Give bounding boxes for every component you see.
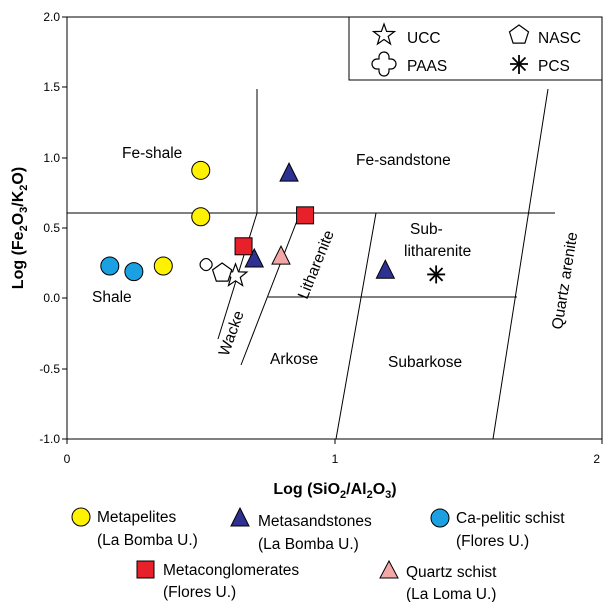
ucc-legend-label: UCC [407,30,441,47]
metaconglomerates-legend-label: Metaconglomerates [163,562,299,579]
series-legend: Metapelites (La Bomba U.) Metasandstones… [71,506,565,602]
plot-area [66,16,603,440]
legend-quartz-schist: Quartz schist (La Loma U.) [379,559,497,602]
region-sub: Sub- [410,221,443,238]
metaconglomerates-legend-square-icon [136,560,155,579]
metasandstones-legend-triangle-icon [230,506,250,527]
metapelites-legend-label: Metapelites [97,509,177,526]
x-axis-title: Log (SiO2/Al2O3) [273,481,396,501]
y-axis-title: Log (Fe2O3/K2O) [10,167,30,289]
ca-pelitic-schist-legend-label: Ca-pelitic schist [456,510,565,527]
nasc-point-pentagon-icon [211,262,233,282]
ca-pelitic-schist-point [124,262,144,282]
legend-metapelites: Metapelites (La Bomba U.) [71,507,198,549]
pcs-legend-asterisk-icon [510,55,528,74]
pcs-point-asterisk-icon [427,265,446,284]
region-fe-sandstone: Fe-sandstone [356,152,451,169]
y-tick-label: -1.0 [39,432,60,446]
paas-point-cross-icon [199,258,213,272]
metasandstones-legend-unit: (La Bomba U.) [258,536,359,553]
x-tick-labels: 0 1 2 [64,452,601,466]
legend-metasandstones: Metasandstones (La Bomba U.) [230,506,372,553]
y-tick-label: 0.0 [43,291,60,305]
legend-metaconglomerates: Metaconglomerates (Flores U.) [136,560,299,601]
nasc-legend-label: NASC [538,30,581,47]
reference-legend: UCC NASC PAAS PCS [348,16,603,81]
nasc-legend-pentagon-icon [508,24,530,44]
quartz-schist-legend-label: Quartz schist [406,564,497,581]
quartz-schist-legend-unit: (La Loma U.) [406,586,496,602]
metapelites-point [153,256,173,276]
x-axis-label: Log (SiO2/Al2O3) [273,481,396,501]
y-tick-labels: 2.0 1.5 1.0 0.5 0.0 -0.5 -1.0 [39,10,60,446]
metapelites-point [191,207,211,227]
metasandstones-point [279,162,299,182]
ca-pelitic-schist-point [100,256,120,276]
boundary-litharenite-arkose [240,212,301,366]
x-tick-label: 1 [332,452,339,466]
y-axis-label: Log (Fe2O3/K2O) [10,167,30,289]
metasandstones-point [244,247,265,268]
asterisk-stroke [429,267,444,282]
region-subarkose: Subarkose [388,354,462,371]
pcs-legend-label: PCS [538,58,570,75]
ca-pelitic-schist-legend-unit: (Flores U.) [456,533,529,550]
y-tick-label: -0.5 [39,362,60,376]
region-sublitharenite: litharenite [404,243,471,260]
quartz-schist-legend-triangle-icon [379,559,399,579]
boundary-quartz-arenite [492,88,549,440]
classification-boundaries [67,88,555,440]
metapelites-point [191,160,211,180]
metaconglomerates-point [234,237,253,256]
y-tick-label: 1.5 [43,80,60,94]
paas-legend-label: PAAS [407,58,447,75]
boundary-litharenite-sublitharenite [335,212,377,440]
legend-ca-pelitic-schist: Ca-pelitic schist (Flores U.) [430,508,565,550]
metasandstones-point [375,259,396,279]
paas-legend-cross-icon [371,51,397,77]
metaconglomerates-legend-unit: (Flores U.) [163,584,236,601]
region-arkose: Arkose [270,351,318,368]
data-markers [100,160,446,287]
region-fe-shale: Fe-shale [122,145,182,162]
region-shale: Shale [92,289,132,306]
y-tick-label: 0.5 [43,221,60,235]
metasandstones-legend-label: Metasandstones [258,513,372,530]
x-tick-label: 2 [593,452,600,466]
quartz-schist-point [271,245,291,265]
plot-frame [66,16,603,440]
metapelites-legend-circle-icon [71,507,91,527]
ca-pelitic-schist-legend-circle-icon [430,508,450,528]
y-tick-label: 1.0 [43,151,60,165]
axis-ticks [62,16,603,444]
x-tick-label: 0 [64,452,71,466]
ucc-legend-star-icon [371,22,397,46]
metapelites-legend-unit: (La Bomba U.) [97,532,198,549]
y-tick-label: 2.0 [43,10,60,24]
metaconglomerates-point [296,206,315,225]
